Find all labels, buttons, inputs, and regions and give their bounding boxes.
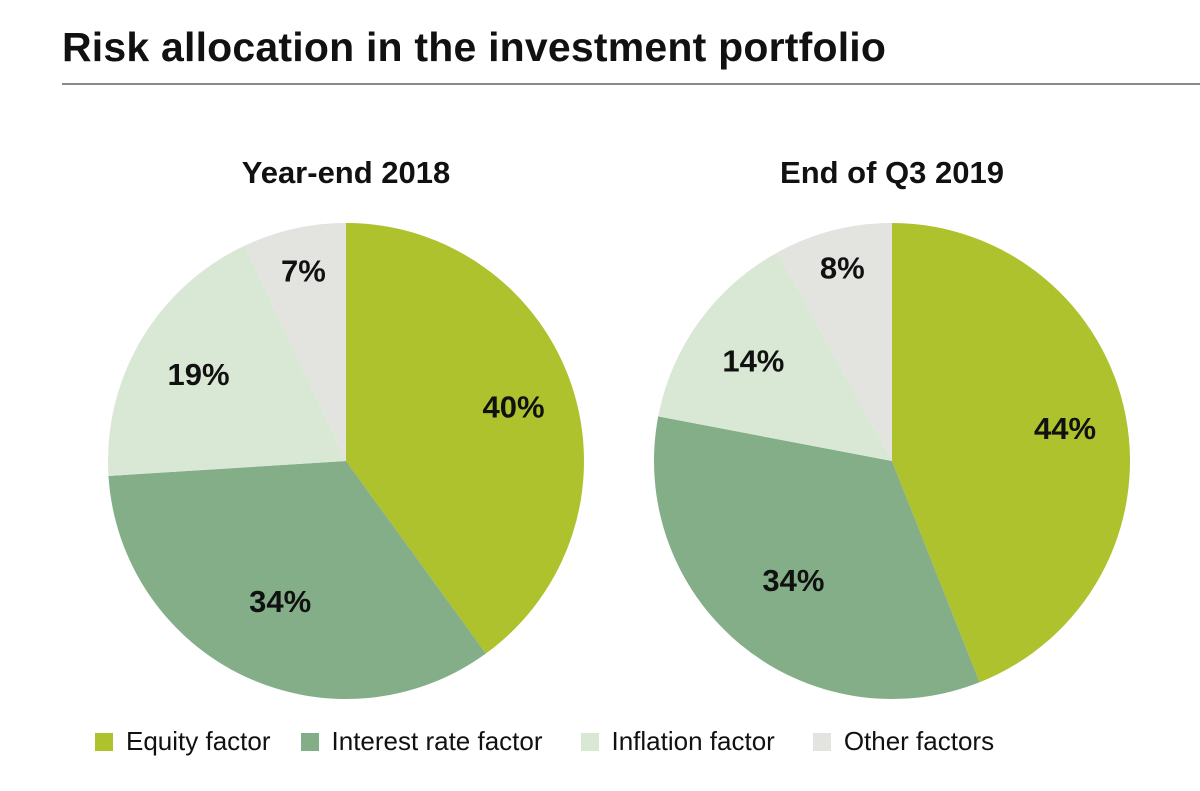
pie-slice-2018-interest-rate (108, 461, 486, 699)
pie-label-q3-2019-inflation: 14% (722, 343, 784, 378)
legend-swatch-other (812, 732, 831, 751)
pie-label-q3-2019-interest-rate: 34% (762, 563, 824, 598)
pie-slice-2018-equity (346, 223, 584, 654)
legend-swatch-equity (95, 732, 113, 751)
legend-label-equity: Equity factor (126, 726, 271, 756)
pie-slice-2018-other (244, 223, 346, 461)
pie-label-q3-2019-equity: 44% (1034, 411, 1096, 446)
title-divider (62, 83, 1200, 85)
page-title: Risk allocation in the investment portfo… (62, 24, 887, 70)
pie-label-2018-inflation: 19% (167, 357, 229, 392)
legend-label-inflation: Inflation factor (611, 726, 775, 756)
legend-swatch-inflation (580, 732, 599, 751)
chart-title-q3-2019: End of Q3 2019 (780, 155, 1004, 190)
pie-label-2018-interest-rate: 34% (249, 584, 311, 619)
pie-label-2018-other: 7% (281, 254, 326, 289)
chart-title-year-end-2018: Year-end 2018 (242, 155, 451, 190)
legend-swatch-interest-rate (300, 732, 319, 751)
pie-slice-q3-2019-equity (892, 223, 1131, 683)
pie-label-q3-2019-other: 8% (820, 250, 865, 285)
pie-year-end-2018: 40% 34% 19% 7% (107, 223, 584, 699)
pie-slice-q3-2019-other (777, 223, 892, 461)
legend-item-other: Other factors (812, 726, 995, 757)
legend-label-other: Other factors (843, 726, 995, 756)
legend-item-inflation: Inflation factor (580, 726, 775, 757)
pie-q3-2019: 44% 34% 14% 8% (654, 223, 1131, 699)
legend-item-equity: Equity factor (95, 726, 271, 757)
pie-slice-2018-inflation (107, 245, 346, 476)
legend: Equity factor Interest rate factor Infla… (95, 726, 994, 757)
legend-label-interest-rate: Interest rate factor (331, 726, 543, 756)
pie-slice-q3-2019-inflation (658, 252, 892, 461)
pie-label-2018-equity: 40% (482, 390, 544, 425)
legend-item-interest-rate: Interest rate factor (300, 726, 543, 757)
pie-slice-q3-2019-interest-rate (654, 416, 980, 699)
